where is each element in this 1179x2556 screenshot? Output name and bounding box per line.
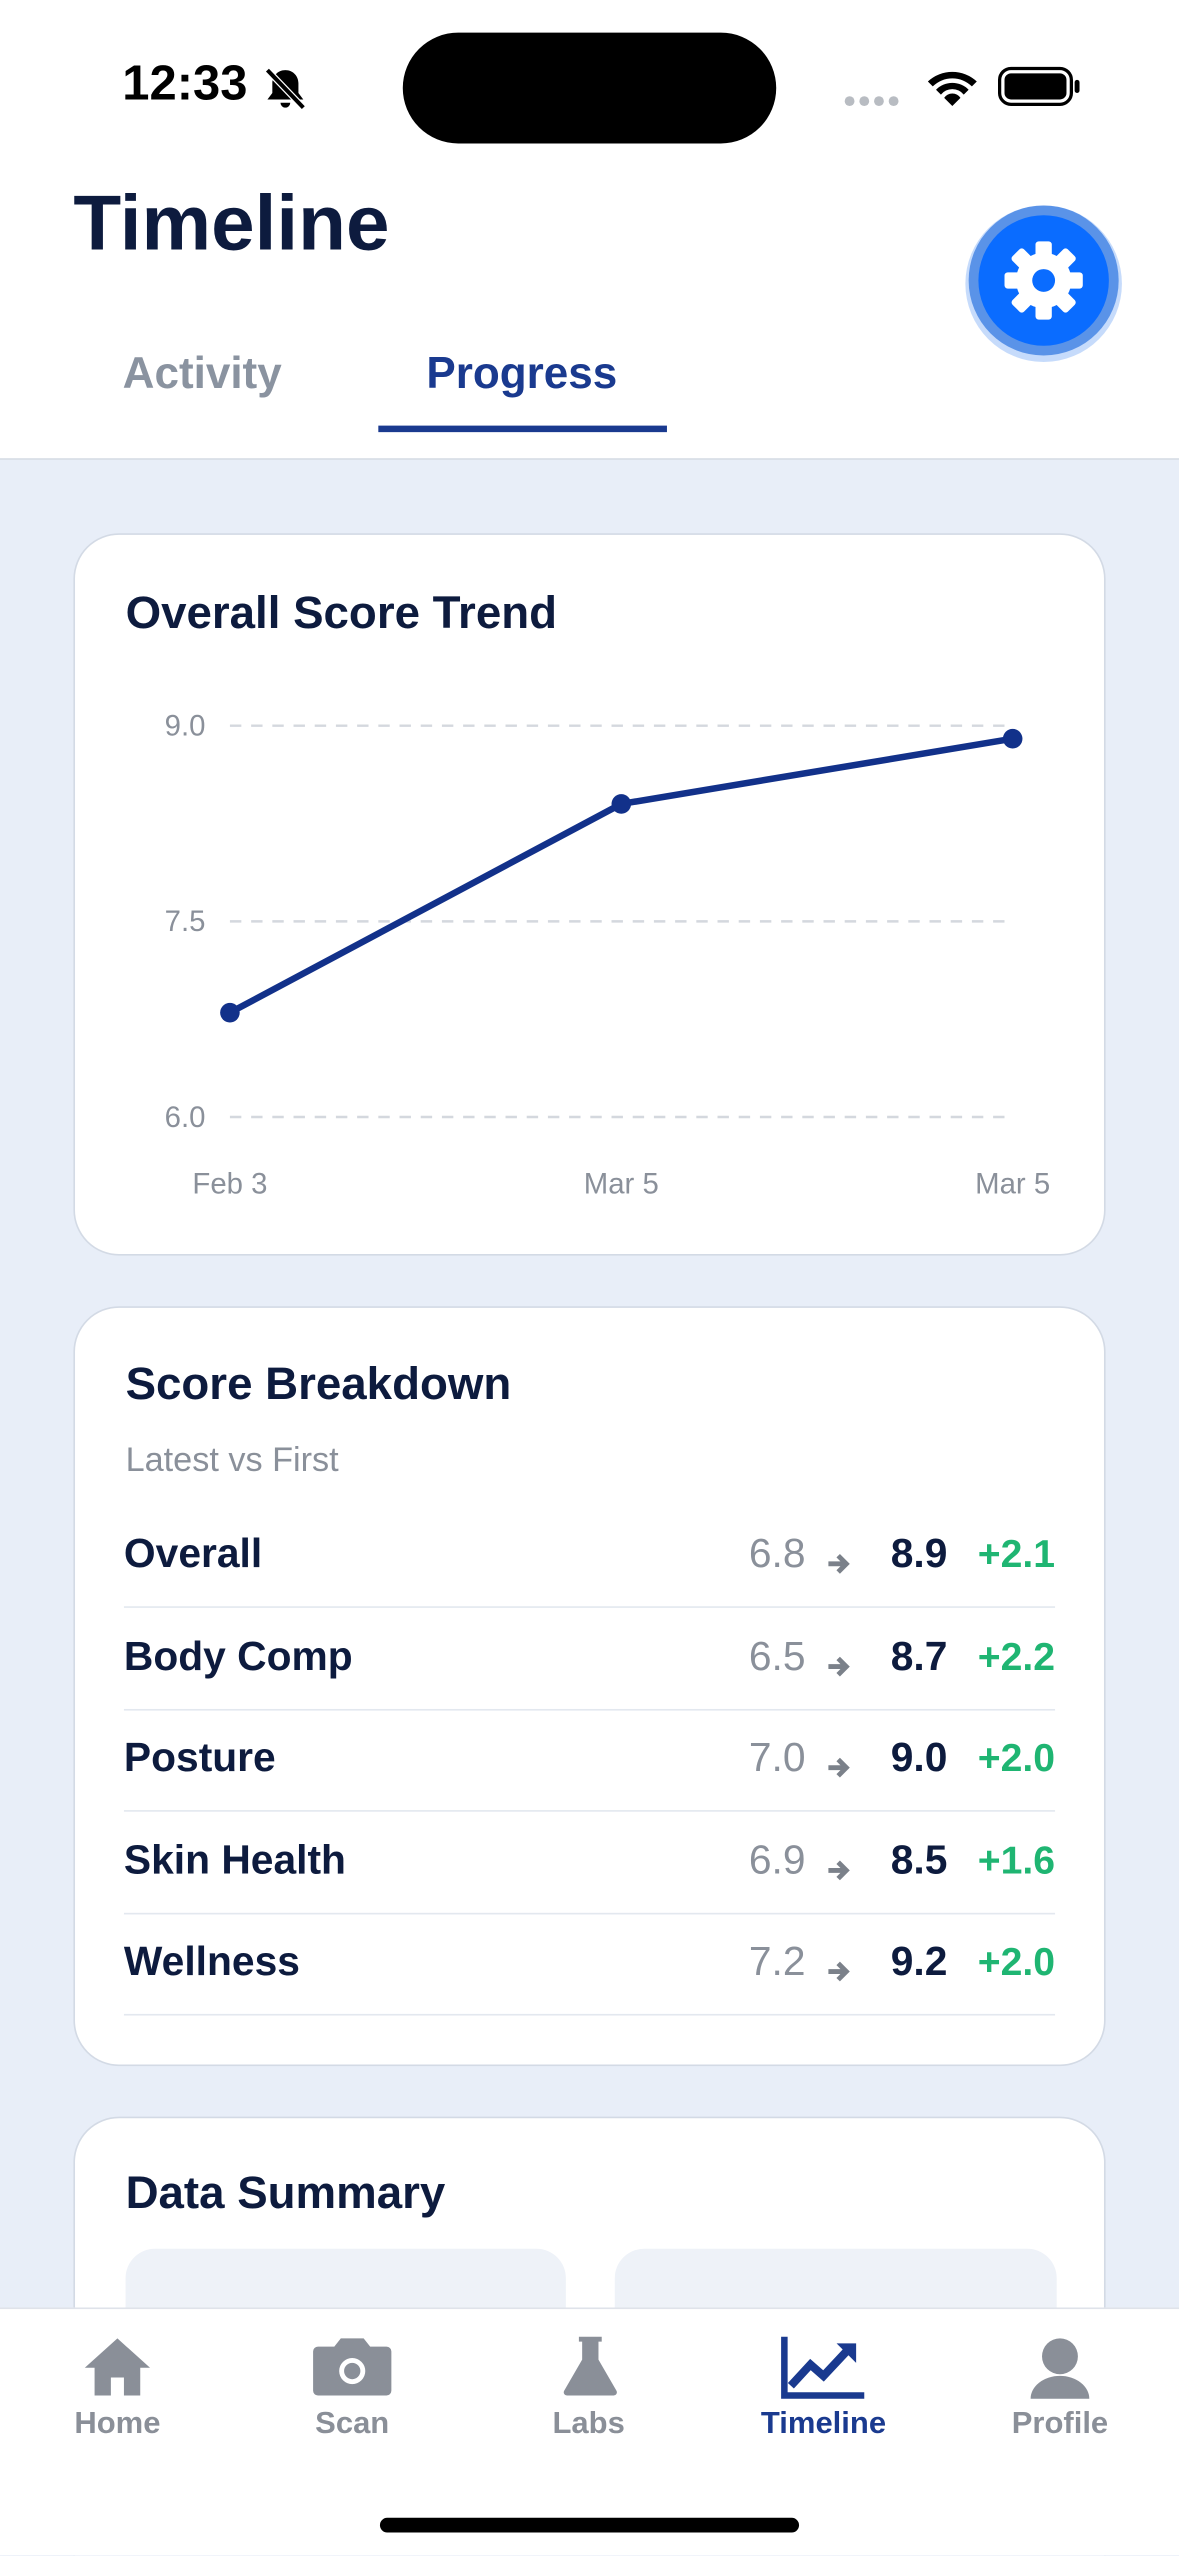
- arrow-icon: [827, 1949, 853, 1982]
- nav-item[interactable]: Scan: [315, 2406, 390, 2442]
- data-point: [611, 794, 632, 814]
- x-tick-label: Mar 5: [584, 1168, 659, 1201]
- card-subtitle: Latest vs First: [125, 1441, 339, 1480]
- latest-score: 9.0: [890, 1735, 948, 1781]
- x-tick-label: Feb 3: [192, 1168, 267, 1201]
- row-label: Wellness: [123, 1938, 300, 1985]
- latest-score: 8.7: [890, 1633, 948, 1679]
- status-icons: [844, 66, 1080, 106]
- latest-score: 8.5: [890, 1836, 948, 1883]
- arrow-icon: [827, 1643, 853, 1676]
- breakdown-row: Posture 7.0 9.0 +2.0: [123, 1709, 1056, 1812]
- data-point: [220, 1002, 240, 1023]
- breakdown-row: Overall 6.8 8.9 +2.1: [123, 1505, 1056, 1608]
- y-tick-label: 7.5: [165, 905, 206, 938]
- score-change: +2.0: [977, 1736, 1056, 1781]
- arrow: [828, 1961, 850, 1982]
- status-time: 12:33: [122, 57, 248, 111]
- data-point: [1002, 728, 1023, 749]
- latest-score: 9.2: [890, 1938, 948, 1985]
- score-change: +2.2: [977, 1634, 1056, 1679]
- breakdown-card: Score Breakdown Latest vs First: [73, 1306, 1106, 2067]
- y-tick-label: 9.0: [165, 709, 206, 742]
- trend-chart: 6.0 7.5 9.0 Feb 3 Mar 5 Mar 5: [165, 709, 1051, 1201]
- tab-active[interactable]: Progress: [426, 348, 618, 398]
- first-score: 7.0: [748, 1735, 806, 1781]
- row-label: Body Comp: [123, 1633, 353, 1679]
- dynamic-island: [402, 32, 777, 144]
- score-change: +1.6: [977, 1838, 1056, 1883]
- arrow: [828, 1859, 850, 1880]
- breakdown-row: Wellness 7.2 9.2 +2.0: [123, 1913, 1056, 2016]
- arrow: [828, 1655, 850, 1676]
- score-change: +2.1: [977, 1532, 1056, 1577]
- nav-item[interactable]: Labs: [552, 2406, 625, 2442]
- first-score: 6.5: [748, 1633, 806, 1679]
- trend-line: [228, 735, 1014, 1016]
- first-score: 7.2: [748, 1938, 806, 1985]
- score-change: +2.0: [977, 1940, 1056, 1985]
- tab[interactable]: Activity: [122, 348, 282, 398]
- card-title: Score Breakdown: [125, 1358, 512, 1409]
- y-tick-label: 6.0: [165, 1101, 206, 1134]
- card-title: Data Summary: [125, 2167, 446, 2218]
- tab-underline: [378, 425, 667, 433]
- arrow-icon: [827, 1745, 853, 1778]
- card-title: Overall Score Trend: [125, 587, 558, 638]
- first-score: 6.9: [748, 1836, 806, 1883]
- first-score: 6.8: [748, 1531, 806, 1577]
- arrow: [828, 1553, 850, 1574]
- page-title: Timeline: [73, 181, 390, 268]
- breakdown-row: Body Comp 6.5 8.7 +2.2: [123, 1607, 1056, 1710]
- row-label: Overall: [123, 1531, 263, 1577]
- row-label: Skin Health: [123, 1836, 346, 1883]
- nav-item[interactable]: Timeline: [760, 2406, 887, 2442]
- home-indicator: [379, 2517, 800, 2533]
- latest-score: 8.9: [890, 1531, 948, 1577]
- nav-item[interactable]: Profile: [1011, 2406, 1109, 2442]
- x-tick-label: Mar 5: [975, 1168, 1050, 1201]
- arrow-icon: [827, 1847, 853, 1880]
- settings-button[interactable]: [954, 191, 1133, 374]
- arrow: [828, 1757, 850, 1778]
- row-label: Posture: [123, 1735, 276, 1781]
- breakdown-row: Skin Health 6.9 8.5 +1.6: [123, 1811, 1056, 1914]
- tab-icons: [84, 2336, 1090, 2399]
- nav-item[interactable]: Home: [74, 2406, 161, 2442]
- trend-card: Overall Score Trend: [73, 533, 1106, 1256]
- mute-icon: [265, 67, 306, 110]
- arrow-icon: [827, 1541, 853, 1574]
